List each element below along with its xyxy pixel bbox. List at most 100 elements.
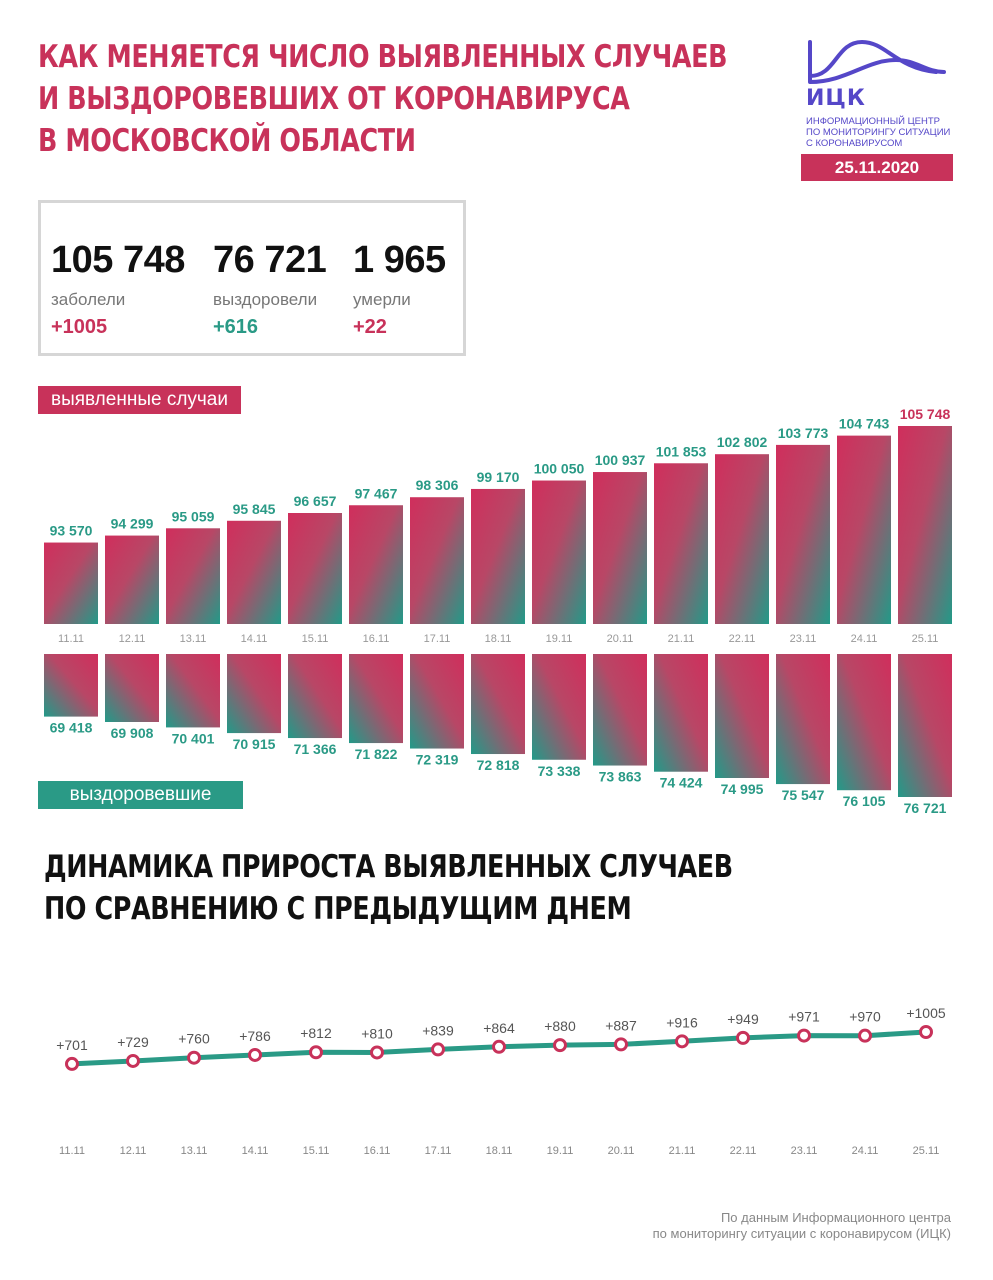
cases-bar	[532, 480, 586, 624]
growth-point	[370, 1045, 384, 1060]
stat-cases-label: заболели	[51, 290, 126, 309]
growth-value-label: +971	[788, 1009, 820, 1025]
cases-bar	[349, 505, 403, 624]
growth-date-tick: 17.11	[425, 1145, 452, 1157]
recovered-bar	[776, 654, 830, 785]
cases-bar	[227, 520, 281, 624]
cases-value-label: 104 743	[839, 416, 890, 432]
date-tick-label: 20.11	[607, 633, 634, 645]
cases-bar	[654, 463, 708, 624]
date-tick-label: 17.11	[424, 633, 451, 645]
recovered-value-label: 74 424	[660, 775, 703, 791]
date-tick-label: 23.11	[790, 633, 817, 645]
growth-point	[614, 1037, 628, 1052]
growth-point	[858, 1028, 872, 1043]
growth-point	[431, 1042, 445, 1057]
recovered-value-label: 71 822	[355, 746, 398, 762]
stat-cases: 105 748 заболели +1005	[51, 239, 185, 339]
stats-panel: 105 748 заболели +1005 76 721 выздоровел…	[38, 200, 466, 356]
growth-date-tick: 23.11	[791, 1145, 818, 1157]
cases-bar	[105, 535, 159, 624]
growth-value-label: +810	[361, 1025, 393, 1041]
recovered-bar	[227, 654, 281, 734]
growth-date-tick: 12.11	[120, 1145, 147, 1157]
recovered-bar	[166, 654, 220, 728]
growth-date-tick: 24.11	[852, 1145, 879, 1157]
growth-date-tick: 25.11	[913, 1145, 940, 1157]
date-tick-label: 16.11	[363, 633, 390, 645]
date-tick-label: 18.11	[485, 633, 512, 645]
logo-subtitle: ИНФОРМАЦИОННЫЙ ЦЕНТР ПО МОНИТОРИНГУ СИТУ…	[806, 116, 956, 149]
stat-deaths-value: 1 965	[353, 239, 446, 281]
cases-bar	[471, 488, 525, 624]
cases-bar	[410, 497, 464, 624]
cases-value-label: 98 306	[416, 477, 459, 493]
stat-cases-value: 105 748	[51, 239, 185, 281]
cases-value-label: 105 748	[900, 406, 951, 422]
cases-legend-pill: выявленные случаи	[38, 386, 241, 414]
source-line-1: По данным Информационного центра	[720, 1210, 951, 1225]
cases-bar	[715, 454, 769, 624]
growth-point	[126, 1053, 140, 1068]
recovered-bar	[532, 654, 586, 760]
growth-point	[553, 1038, 567, 1053]
itsk-logo: ИЦК ИНФОРМАЦИОННЫЙ ЦЕНТР ПО МОНИТОРИНГУ …	[806, 38, 956, 149]
growth-point	[919, 1025, 933, 1039]
recovered-value-label: 70 915	[233, 736, 276, 752]
growth-date-tick: 11.11	[59, 1145, 85, 1157]
cases-value-label: 100 050	[534, 461, 585, 477]
cases-value-label: 101 853	[656, 443, 707, 459]
date-tick-label: 15.11	[302, 633, 329, 645]
date-badge: 25.11.2020	[801, 154, 953, 181]
growth-date-tick: 15.11	[303, 1145, 330, 1157]
growth-chart-title: ДИНАМИКА ПРИРОСТА ВЫЯВЛЕННЫХ СЛУЧАЕВ ПО …	[44, 846, 733, 930]
recovered-value-label: 71 366	[294, 741, 337, 757]
growth-point	[492, 1039, 506, 1054]
recovered-bar	[44, 654, 98, 717]
cases-bar	[593, 472, 647, 624]
stat-deaths-label: умерли	[353, 290, 411, 309]
cases-value-label: 97 467	[355, 485, 398, 501]
cases-value-label: 99 170	[477, 469, 520, 485]
logo-subtitle-line-2: ПО МОНИТОРИНГУ СИТУАЦИИ	[806, 127, 951, 138]
recovered-bar	[471, 654, 525, 755]
growth-point	[248, 1047, 262, 1062]
growth-value-label: +916	[666, 1014, 698, 1030]
cases-date-ticks: 11.11 12.11 13.11 14.11 15.11 16.11 17.11 18.11…	[58, 633, 938, 645]
growth-value-label: +880	[544, 1018, 576, 1034]
growth-date-tick: 14.11	[242, 1145, 269, 1157]
recovered-value-label: 76 721	[904, 800, 947, 816]
growth-value-label: +949	[727, 1011, 759, 1027]
cases-value-label: 103 773	[778, 425, 829, 441]
cases-bar	[837, 435, 891, 624]
cases-value-label: 100 937	[595, 452, 646, 468]
recovered-bar	[898, 654, 952, 797]
stat-recovered-label: выздоровели	[213, 290, 318, 309]
stat-deaths: 1 965 умерли +22	[353, 239, 446, 339]
stat-deaths-delta: +22	[353, 316, 387, 338]
recovered-value-label: 74 995	[721, 781, 764, 797]
growth-date-tick: 20.11	[608, 1145, 635, 1157]
growth-point	[65, 1056, 79, 1071]
recovered-value-label: 73 863	[599, 769, 642, 785]
growth-point	[309, 1045, 323, 1060]
recovered-value-label: 75 547	[782, 787, 825, 803]
stat-recovered: 76 721 выздоровели +616	[213, 239, 327, 339]
growth-value-label: +760	[178, 1031, 210, 1047]
cases-bar	[44, 542, 98, 624]
growth-value-label: +1005	[906, 1005, 946, 1021]
growth-date-tick: 13.11	[181, 1145, 208, 1157]
growth-value-label: +887	[605, 1017, 637, 1033]
growth-value-label: +970	[849, 1009, 881, 1025]
date-tick-label: 14.11	[241, 633, 268, 645]
cases-bar	[288, 513, 342, 624]
recovered-bar	[288, 654, 342, 739]
growth-value-label: +812	[300, 1025, 332, 1041]
cases-bar	[776, 444, 830, 624]
cases-value-label: 102 802	[717, 434, 768, 450]
date-tick-label: 25.11	[912, 633, 939, 645]
recovered-value-label: 69 908	[111, 725, 154, 741]
growth-point	[675, 1034, 689, 1049]
recovered-bar	[715, 654, 769, 778]
